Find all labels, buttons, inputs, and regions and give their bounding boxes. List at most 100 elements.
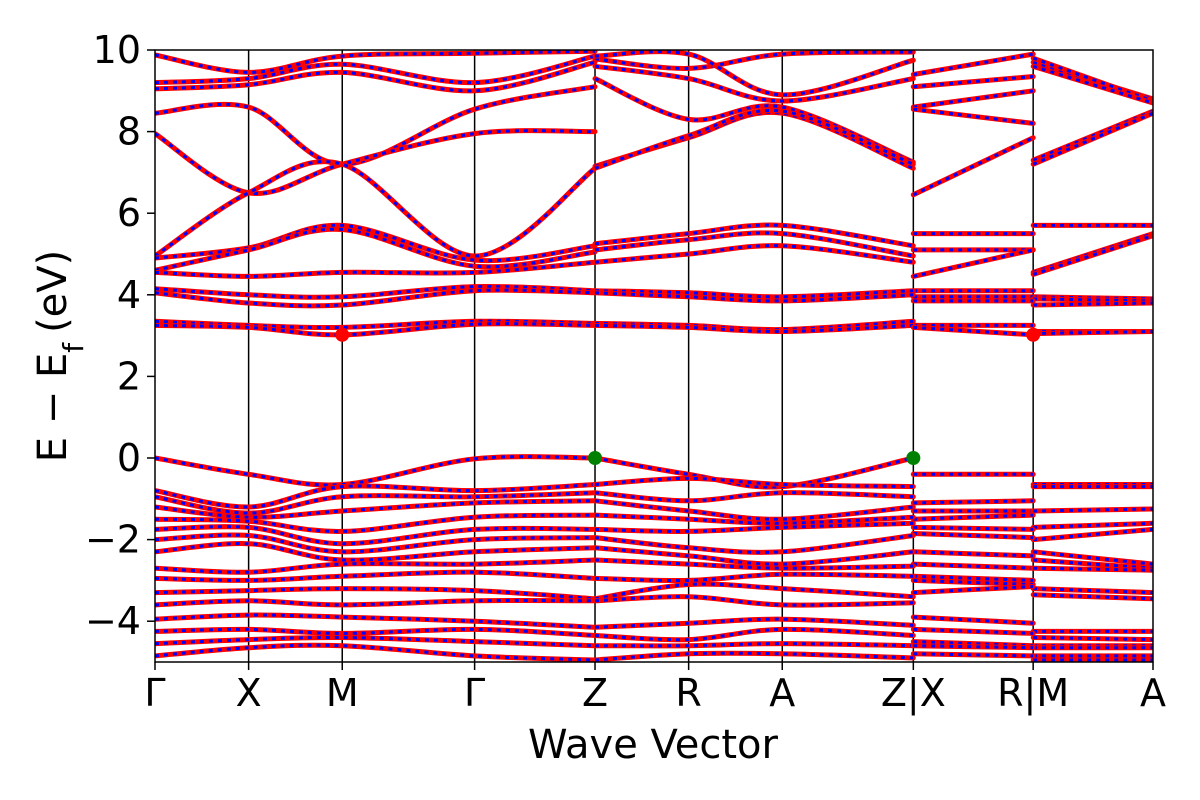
band-line-blue xyxy=(594,64,914,103)
band-line-red xyxy=(155,642,598,662)
band-line-blue xyxy=(594,572,914,583)
band-line-blue xyxy=(155,227,596,272)
band-line-blue xyxy=(155,60,596,93)
band-line-blue xyxy=(594,108,914,170)
band-line-red xyxy=(592,243,916,265)
band-line-blue xyxy=(594,617,914,629)
vbm-marker xyxy=(906,451,921,465)
band-line-blue xyxy=(594,651,914,662)
band-line-red xyxy=(155,524,598,547)
band-line-blue xyxy=(594,491,914,503)
kpath-vertical-lines xyxy=(247,50,1034,662)
band-line-blue xyxy=(594,595,914,607)
band-line-red xyxy=(592,222,916,249)
band-line-blue xyxy=(1033,301,1153,307)
y-tick-label: 2 xyxy=(117,354,141,398)
band-line-red xyxy=(155,532,598,555)
y-axis-ticks: −4 −2 0 2 4 6 8 10 xyxy=(85,28,155,643)
band-line-blue xyxy=(913,89,1034,109)
band-line-blue xyxy=(155,160,596,258)
band-line-red xyxy=(592,230,916,259)
vbm-marker xyxy=(588,451,603,465)
y-axis-label: E − Ef (eV) xyxy=(30,250,90,463)
x-axis-label: Wave Vector xyxy=(528,722,779,768)
band-line-blue xyxy=(155,613,596,629)
x-tick-label: A xyxy=(769,671,795,715)
band-line-red xyxy=(155,222,598,264)
band-line-red xyxy=(592,107,916,171)
band-line-blue xyxy=(594,50,914,97)
band-line-blue xyxy=(155,513,596,533)
x-tick-label: Z xyxy=(582,671,608,715)
band-line-blue xyxy=(912,248,1034,278)
band-line-blue xyxy=(594,582,914,601)
band-line-blue xyxy=(594,77,914,164)
band-line-blue xyxy=(1033,330,1153,336)
band-line-blue xyxy=(155,85,596,166)
x-tick-label: R|M xyxy=(997,671,1069,716)
band-line-red xyxy=(155,490,598,516)
band-line-blue xyxy=(155,635,596,648)
band-line-red xyxy=(910,106,1036,126)
band-line-blue xyxy=(1032,60,1153,101)
band-line-blue xyxy=(913,585,1034,595)
band-line-blue xyxy=(594,513,914,525)
band-line-blue xyxy=(594,627,914,642)
y-tick-label: 10 xyxy=(93,28,141,72)
band-line-blue xyxy=(913,644,1034,650)
band-line-blue xyxy=(1033,587,1153,595)
band-line-blue xyxy=(1033,566,1153,572)
x-tick-label: Γ xyxy=(144,671,165,715)
band-line-blue xyxy=(155,627,596,637)
band-line-blue xyxy=(913,652,1034,658)
band-line-blue xyxy=(913,325,1034,337)
band-lines xyxy=(155,50,1153,662)
band-line-blue xyxy=(1033,507,1153,513)
cbm-marker xyxy=(1026,327,1041,342)
y-axis-label-main: E − E xyxy=(30,353,76,463)
band-line-blue xyxy=(913,578,1034,586)
band-line-red xyxy=(592,498,916,522)
band-line-blue xyxy=(1032,64,1153,105)
band-line-blue xyxy=(913,562,1034,570)
band-line-blue xyxy=(155,587,596,601)
band-line-blue xyxy=(155,284,596,299)
band-line-red xyxy=(155,482,598,510)
band-line-blue xyxy=(913,75,1034,89)
band-edge-markers xyxy=(335,327,1041,465)
band-line-blue xyxy=(155,288,596,308)
y-tick-label: 6 xyxy=(117,191,141,235)
band-line-blue xyxy=(1033,521,1153,529)
band-line-red xyxy=(592,50,916,71)
x-tick-label: X xyxy=(236,671,262,715)
band-line-blue xyxy=(155,558,596,574)
band-line-blue xyxy=(155,54,596,85)
x-axis-ticks: Γ X M Γ Z R A Z|X R|M A xyxy=(144,662,1166,716)
band-line-blue xyxy=(912,136,1034,197)
band-line-blue xyxy=(155,260,596,278)
band-line-blue xyxy=(594,642,914,648)
band-line-red xyxy=(155,454,598,488)
y-tick-label: −2 xyxy=(85,518,141,562)
band-line-blue xyxy=(913,525,1034,531)
y-axis-label-sub: f xyxy=(57,342,90,353)
band-line-blue xyxy=(913,627,1034,635)
band-line-blue xyxy=(155,643,596,662)
x-tick-label: Γ xyxy=(464,671,485,715)
cbm-marker xyxy=(335,327,350,342)
band-line-blue xyxy=(1033,593,1153,601)
band-line-blue xyxy=(913,615,1034,625)
band-line-blue xyxy=(594,291,914,303)
band-line-blue xyxy=(913,499,1034,505)
band-line-blue xyxy=(1032,56,1153,103)
band-line-blue xyxy=(155,570,596,582)
band-line-blue xyxy=(594,558,914,570)
band-line-blue xyxy=(594,456,914,489)
x-tick-label: Z|X xyxy=(881,671,946,716)
band-line-blue xyxy=(913,513,1034,521)
band-line-red xyxy=(592,545,916,567)
band-line-blue xyxy=(155,499,596,519)
y-tick-label: 8 xyxy=(117,110,141,154)
band-line-red xyxy=(155,50,598,75)
